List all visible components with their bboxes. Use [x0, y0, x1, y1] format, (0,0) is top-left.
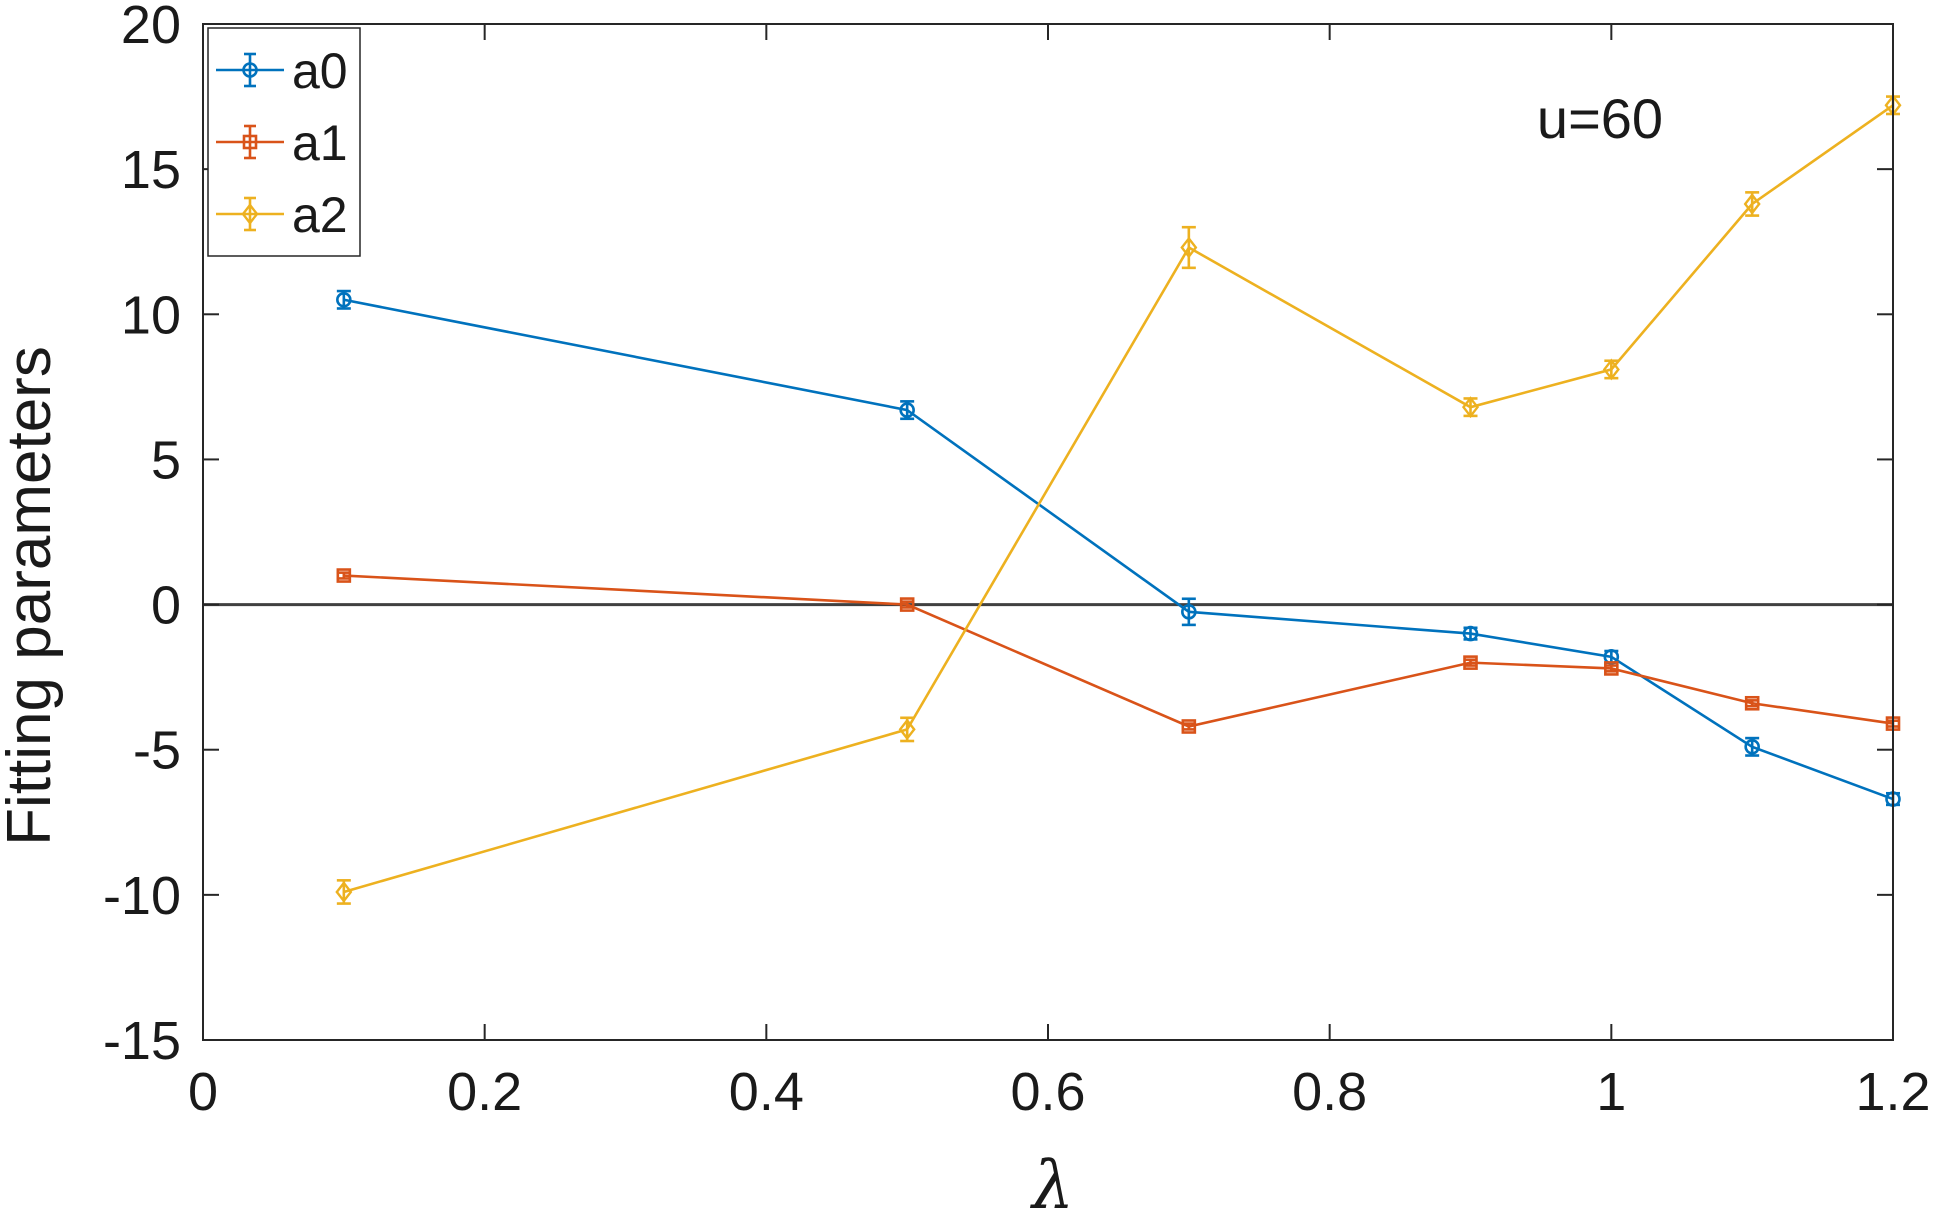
x-tick-label: 0.4 — [729, 1062, 804, 1122]
series-a0 — [336, 289, 1901, 807]
x-tick-label: 1 — [1596, 1062, 1626, 1122]
data-point-a0 — [336, 291, 352, 308]
legend-item-a0: a0 — [216, 43, 348, 99]
data-point-a2 — [1180, 236, 1198, 259]
data-point-a1 — [1744, 695, 1760, 711]
y-tick-label: -5 — [133, 721, 181, 781]
data-point-a2 — [1743, 193, 1761, 215]
y-tick-label: 0 — [151, 576, 181, 636]
y-tick-label: 5 — [151, 430, 181, 490]
x-tick-label: 1.2 — [1855, 1062, 1930, 1122]
data-point-a2 — [898, 718, 916, 741]
series-a1 — [336, 568, 1901, 734]
data-point-a1 — [1181, 719, 1197, 734]
y-tick-label: 10 — [121, 285, 181, 345]
data-point-a0 — [899, 402, 915, 418]
data-point-a0 — [1744, 739, 1760, 755]
data-point-a0 — [1181, 604, 1197, 620]
data-point-a1 — [899, 597, 915, 612]
y-tick-label: -10 — [103, 866, 181, 926]
y-tick-label: 15 — [121, 140, 181, 200]
x-tick-label: 0.2 — [447, 1062, 522, 1122]
legend-marker-a0 — [242, 62, 258, 78]
x-axis-label: λ — [1029, 1147, 1074, 1218]
data-point-a2 — [335, 880, 353, 903]
x-tick-label: 0.8 — [1292, 1062, 1367, 1122]
y-tick-label: 20 — [121, 0, 181, 55]
data-point-a0 — [1462, 625, 1479, 642]
legend: a0 a1 a2 — [207, 27, 361, 257]
legend-item-a1: a1 — [216, 115, 348, 171]
legend-marker-a1 — [242, 134, 258, 150]
data-point-a2 — [1461, 396, 1480, 419]
legend-label-a1: a1 — [292, 115, 348, 171]
data-point-a1 — [1604, 661, 1619, 676]
axes-layer: 0 0.2 0.4 0.6 0.8 1 1.2 -15 -10 -5 0 5 10 15 20 — [103, 0, 1931, 1122]
y-tick-label: -15 — [103, 1011, 181, 1071]
data-point-a2 — [1602, 358, 1620, 381]
legend-marker-a2 — [241, 203, 259, 225]
data-point-a1 — [336, 568, 352, 583]
series-a2 — [335, 94, 1902, 905]
x-tick-label: 0.6 — [1010, 1062, 1085, 1122]
y-axis-label: Fitting parameters — [0, 346, 64, 846]
data-point-a1 — [1463, 655, 1478, 670]
legend-label-a2: a2 — [292, 187, 348, 243]
plot-layer — [203, 94, 1902, 905]
legend-label-a0: a0 — [292, 43, 348, 99]
annotation-text: u=60 — [1537, 87, 1663, 150]
x-tick-label: 0 — [188, 1062, 218, 1122]
legend-item-a2: a2 — [216, 187, 348, 243]
